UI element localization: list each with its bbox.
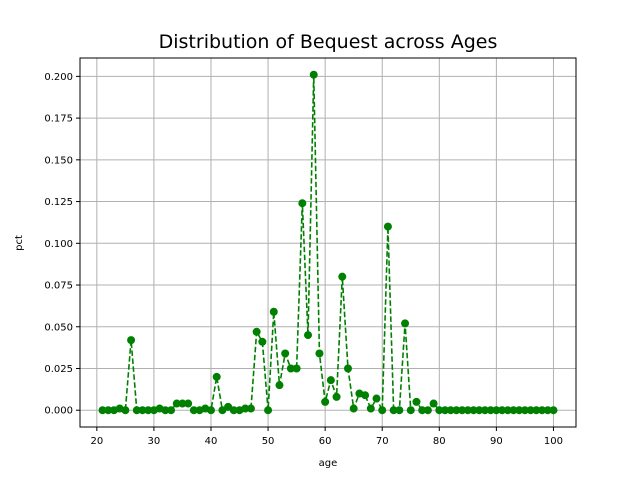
data-point bbox=[298, 199, 307, 208]
data-point bbox=[503, 406, 512, 415]
data-point bbox=[515, 406, 524, 415]
data-point bbox=[304, 331, 313, 340]
data-point bbox=[286, 364, 295, 373]
data-point bbox=[532, 406, 541, 415]
y-tick-label: 0.175 bbox=[44, 114, 73, 125]
data-point bbox=[423, 406, 432, 415]
data-point bbox=[229, 406, 238, 415]
data-point bbox=[132, 406, 141, 415]
y-tick-label: 0.075 bbox=[44, 281, 73, 292]
data-point bbox=[549, 406, 558, 415]
series-line bbox=[102, 74, 554, 413]
y-tick-label: 0.100 bbox=[44, 239, 73, 250]
data-point bbox=[378, 406, 387, 415]
data-point bbox=[366, 404, 375, 413]
y-axis-label: pct bbox=[14, 235, 25, 251]
x-axis-label: age bbox=[319, 458, 338, 469]
data-point bbox=[446, 406, 455, 415]
ticks: 20 30 40 50 60 70 80 90 100 0.000 0.025 0.050 0.075 0… bbox=[44, 72, 563, 447]
data-point bbox=[418, 406, 427, 415]
data-point bbox=[98, 406, 107, 415]
x-tick-label: 60 bbox=[319, 436, 332, 447]
y-tick-label: 0.200 bbox=[44, 72, 73, 83]
data-point bbox=[441, 406, 450, 415]
data-point bbox=[452, 406, 461, 415]
data-point bbox=[292, 364, 301, 373]
data-point bbox=[480, 406, 489, 415]
data-point bbox=[486, 406, 495, 415]
data-point bbox=[326, 376, 335, 385]
data-point bbox=[383, 222, 392, 231]
data-point bbox=[264, 406, 273, 415]
data-point bbox=[184, 399, 193, 408]
y-tick-label: 0.125 bbox=[44, 197, 73, 208]
x-tick-label: 40 bbox=[205, 436, 218, 447]
x-tick-label: 70 bbox=[376, 436, 389, 447]
x-tick-label: 80 bbox=[433, 436, 446, 447]
data-point bbox=[475, 406, 484, 415]
data-point bbox=[338, 272, 347, 281]
chart-title: Distribution of Bequest across Ages bbox=[159, 31, 498, 53]
series-layer bbox=[98, 70, 558, 415]
data-point bbox=[526, 406, 535, 415]
data-point bbox=[389, 406, 398, 415]
x-tick-label: 100 bbox=[544, 436, 563, 447]
data-point bbox=[361, 391, 370, 400]
data-point bbox=[178, 399, 187, 408]
grid bbox=[80, 58, 576, 427]
data-point bbox=[463, 406, 472, 415]
data-point bbox=[412, 397, 421, 406]
data-point bbox=[121, 406, 130, 415]
data-point bbox=[401, 319, 410, 328]
data-point bbox=[281, 349, 290, 358]
y-tick-label: 0.025 bbox=[44, 364, 73, 375]
data-point bbox=[321, 397, 330, 406]
y-tick-label: 0.150 bbox=[44, 155, 73, 166]
data-point bbox=[429, 399, 438, 408]
data-point bbox=[458, 406, 467, 415]
data-point bbox=[258, 337, 267, 346]
data-point bbox=[372, 394, 381, 403]
data-point bbox=[332, 392, 341, 401]
data-point bbox=[509, 406, 518, 415]
data-point bbox=[538, 406, 547, 415]
data-point bbox=[246, 404, 255, 413]
data-point bbox=[435, 406, 444, 415]
x-tick-label: 30 bbox=[148, 436, 161, 447]
x-tick-label: 20 bbox=[90, 436, 103, 447]
data-point bbox=[498, 406, 507, 415]
x-tick-label: 50 bbox=[262, 436, 275, 447]
data-point bbox=[144, 406, 153, 415]
data-point bbox=[275, 381, 284, 390]
data-point bbox=[492, 406, 501, 415]
data-point bbox=[406, 406, 415, 415]
data-point bbox=[172, 399, 181, 408]
data-point bbox=[241, 404, 250, 413]
data-point bbox=[520, 406, 529, 415]
data-point bbox=[138, 406, 147, 415]
data-point bbox=[252, 327, 261, 336]
data-point bbox=[269, 307, 278, 316]
data-point bbox=[167, 406, 176, 415]
data-point bbox=[212, 372, 221, 381]
data-point bbox=[343, 364, 352, 373]
data-point bbox=[395, 406, 404, 415]
data-point bbox=[104, 406, 113, 415]
data-point bbox=[189, 406, 198, 415]
data-point bbox=[206, 406, 215, 415]
plot-frame bbox=[79, 57, 577, 428]
data-point bbox=[161, 406, 170, 415]
y-tick-label: 0.000 bbox=[44, 406, 73, 417]
data-point bbox=[315, 349, 324, 358]
data-point bbox=[309, 70, 318, 79]
data-point bbox=[469, 406, 478, 415]
data-point bbox=[543, 406, 552, 415]
y-tick-label: 0.050 bbox=[44, 322, 73, 333]
data-point bbox=[127, 336, 136, 345]
data-point bbox=[349, 404, 358, 413]
x-tick-label: 90 bbox=[490, 436, 503, 447]
